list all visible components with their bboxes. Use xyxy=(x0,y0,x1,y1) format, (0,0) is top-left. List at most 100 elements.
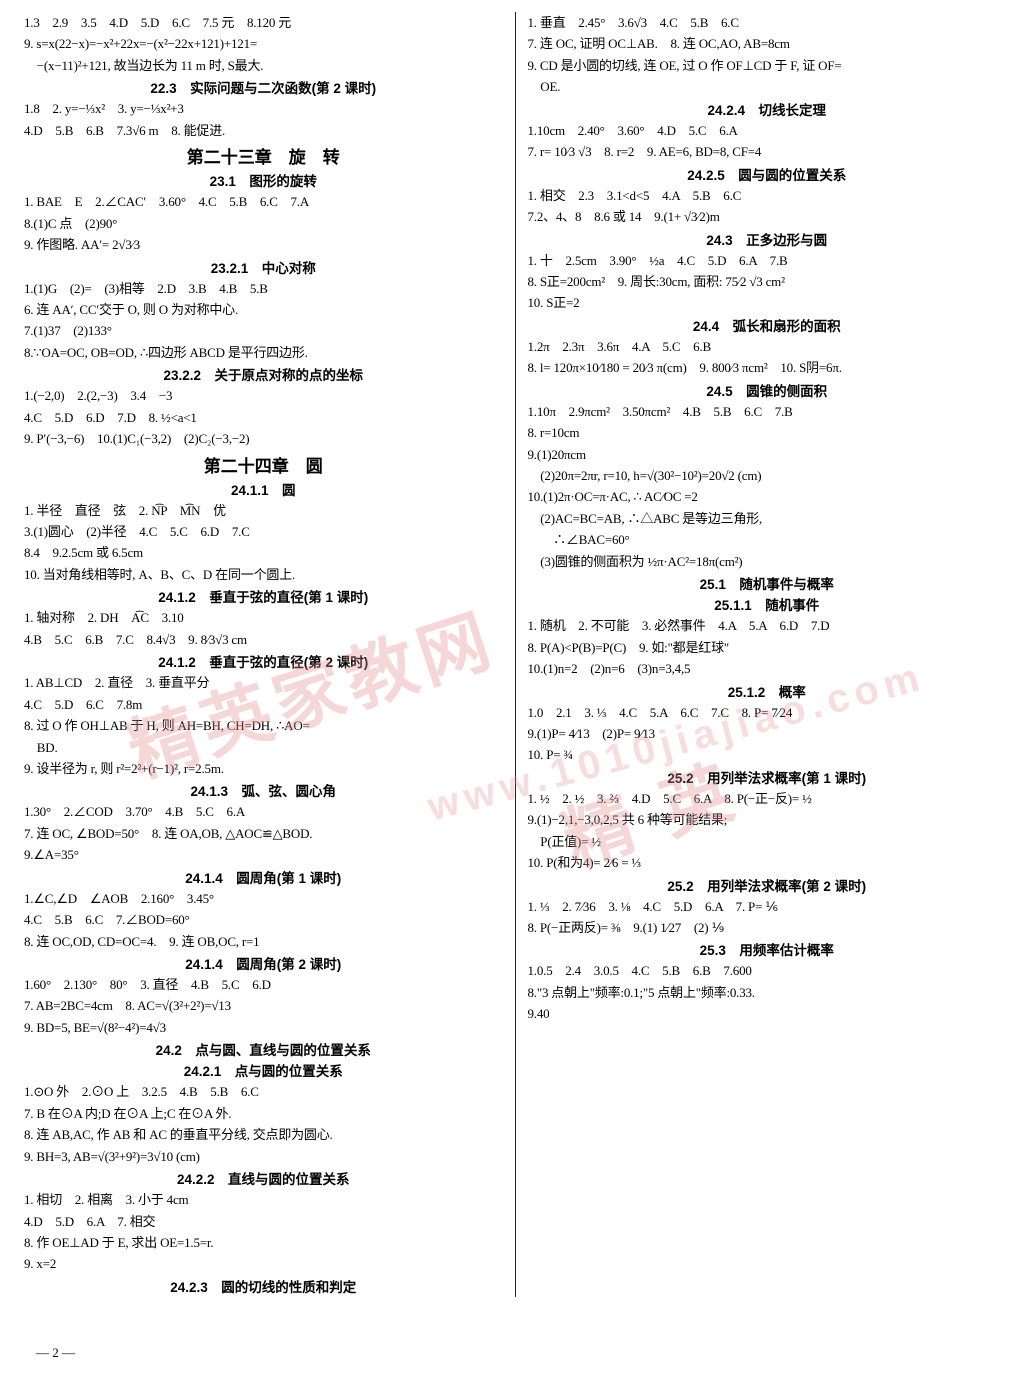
answer-line: 1.60° 2.130° 80° 3. 直径 4.B 5.C 6.D xyxy=(24,974,503,995)
answer-line: 1.⊙O 外 2.⊙O 上 3.2.5 4.B 5.B 6.C xyxy=(24,1081,503,1102)
answer-line: 1. ⅓ 2. 7⁄36 3. ⅛ 4.C 5.D 6.A 7. P= ⅙ xyxy=(528,896,1007,917)
answer-line: 1.0.5 2.4 3.0.5 4.C 5.B 6.B 7.600 xyxy=(528,960,1007,981)
section-heading: 23.2.1 中心对称 xyxy=(24,257,503,277)
section-heading: 24.1.4 圆周角(第 2 课时) xyxy=(24,953,503,973)
answer-line: 1.10π 2.9πcm² 3.50πcm² 4.B 5.B 6.C 7.B xyxy=(528,401,1007,422)
answer-line: 7.2、4、8 8.6 或 14 9.(1+ √3⁄2)m xyxy=(528,206,1007,227)
answer-line: 8.(1)C 点 (2)90° xyxy=(24,213,503,234)
chapter-heading: 第二十四章 圆 xyxy=(24,452,503,477)
answer-line: 1. 随机 2. 不可能 3. 必然事件 4.A 5.A 6.D 7.D xyxy=(528,615,1007,636)
answer-line: 9. 作图略. AA′= 2√3⁄3 xyxy=(24,234,503,255)
answer-line: OE. xyxy=(528,76,1007,97)
section-heading: 25.2 用列举法求概率(第 2 课时) xyxy=(528,875,1007,895)
answer-line: 8. 作 OE⊥AD 于 E, 求出 OE=1.5=r. xyxy=(24,1232,503,1253)
answer-line: 1. 相交 2.3 3.1<d<5 4.A 5.B 6.C xyxy=(528,185,1007,206)
answer-line: 9. x=2 xyxy=(24,1253,503,1274)
answer-line: 1.8 2. y=−⅓x² 3. y=−⅓x²+3 xyxy=(24,98,503,119)
answer-line: 1.(−2,0) 2.(2,−3) 3.4 −3 xyxy=(24,385,503,406)
right-column: 1. 垂直 2.45° 3.6√3 4.C 5.B 6.C7. 连 OC, 证明… xyxy=(528,12,1007,1297)
answer-line: 7. 连 OC, 证明 OC⊥AB. 8. 连 OC,AO, AB=8cm xyxy=(528,33,1007,54)
answer-line: 9.40 xyxy=(528,1003,1007,1024)
answer-line: 1. 半径 直径 弦 2. N͡P M͡N 优 xyxy=(24,500,503,521)
answer-line: (2)AC=BC=AB, ∴△ABC 是等边三角形, xyxy=(528,508,1007,529)
section-heading: 24.1.4 圆周角(第 1 课时) xyxy=(24,867,503,887)
answer-line: 1.2π 2.3π 3.6π 4.A 5.C 6.B xyxy=(528,336,1007,357)
section-heading: 25.1.1 随机事件 xyxy=(528,594,1007,614)
answer-line: 7.(1)37 (2)133° xyxy=(24,320,503,341)
answer-line: 8. P(−正两反)= ⅜ 9.(1) 1⁄27 (2) ⅑ xyxy=(528,917,1007,938)
answer-line: BD. xyxy=(24,737,503,758)
answer-line: 8. 连 OC,OD, CD=OC=4. 9. 连 OB,OC, r=1 xyxy=(24,931,503,952)
answer-line: 8. P(A)<P(B)=P(C) 9. 如:"都是红球" xyxy=(528,637,1007,658)
answer-line: ∴∠BAC=60° xyxy=(528,529,1007,550)
answer-line: 9. BH=3, AB=√(3²+9²)=3√10 (cm) xyxy=(24,1146,503,1167)
answer-line: 7. B 在⊙A 内;D 在⊙A 上;C 在⊙A 外. xyxy=(24,1103,503,1124)
chapter-heading: 第二十三章 旋 转 xyxy=(24,143,503,168)
answer-line: 8.∵OA=OC, OB=OD, ∴四边形 ABCD 是平行四边形. xyxy=(24,342,503,363)
answer-line: 4.C 5.B 6.C 7.∠BOD=60° xyxy=(24,909,503,930)
section-heading: 24.5 圆锥的侧面积 xyxy=(528,380,1007,400)
section-heading: 23.2.2 关于原点对称的点的坐标 xyxy=(24,364,503,384)
answer-line: 8. S正=200cm² 9. 周长:30cm, 面积: 75⁄2 √3 cm² xyxy=(528,271,1007,292)
answer-line: 1.3 2.9 3.5 4.D 5.D 6.C 7.5 元 8.120 元 xyxy=(24,12,503,33)
section-heading: 24.1.3 弧、弦、圆心角 xyxy=(24,780,503,800)
answer-line: 9.∠A=35° xyxy=(24,844,503,865)
answer-line: 7. r= 10⁄3 √3 8. r=2 9. AE=6, BD=8, CF=4 xyxy=(528,141,1007,162)
answer-line: 9. BD=5, BE=√(8²−4²)=4√3 xyxy=(24,1017,503,1038)
section-heading: 24.1.2 垂直于弦的直径(第 1 课时) xyxy=(24,586,503,606)
answer-line: (3)圆锥的侧面积为 ½π·AC²=18π(cm²) xyxy=(528,551,1007,572)
left-column: 1.3 2.9 3.5 4.D 5.D 6.C 7.5 元 8.120 元9. … xyxy=(24,12,503,1297)
answer-line: 1. 轴对称 2. DH A͡C 3.10 xyxy=(24,607,503,628)
answer-line: 10.(1)2π·OC=π·AC, ∴ AC⁄OC =2 xyxy=(528,486,1007,507)
answer-line: 1.10cm 2.40° 3.60° 4.D 5.C 6.A xyxy=(528,120,1007,141)
answer-line: 1.∠C,∠D ∠AOB 2.160° 3.45° xyxy=(24,888,503,909)
answer-line: 9. 设半径为 r, 则 r²=2²+(r−1)², r=2.5m. xyxy=(24,758,503,779)
section-heading: 24.4 弧长和扇形的面积 xyxy=(528,315,1007,335)
answer-line: 4.D 5.B 6.B 7.3√6 m 8. 能促进. xyxy=(24,120,503,141)
answer-line: (2)20π=2πr, r=10, h=√(30²−10²)=20√2 (cm) xyxy=(528,465,1007,486)
section-heading: 24.2.3 圆的切线的性质和判定 xyxy=(24,1276,503,1296)
answer-line: 9. CD 是小圆的切线, 连 OE, 过 O 作 OF⊥CD 于 F, 证 O… xyxy=(528,55,1007,76)
answer-line: 4.D 5.D 6.A 7. 相交 xyxy=(24,1211,503,1232)
section-heading: 24.1.1 圆 xyxy=(24,479,503,499)
answer-line: 9.(1)−2,1,−3,0,2,5 共 6 种等可能结果; xyxy=(528,809,1007,830)
section-heading: 24.3 正多边形与圆 xyxy=(528,229,1007,249)
answer-line: 10. S正=2 xyxy=(528,292,1007,313)
answer-line: 1. AB⊥CD 2. 直径 3. 垂直平分 xyxy=(24,672,503,693)
answer-line: 4.B 5.C 6.B 7.C 8.4√3 9. 8⁄3√3 cm xyxy=(24,629,503,650)
section-heading: 25.3 用频率估计概率 xyxy=(528,939,1007,959)
answer-line: 1.(1)G (2)= (3)相等 2.D 3.B 4.B 5.B xyxy=(24,278,503,299)
section-heading: 24.2.4 切线长定理 xyxy=(528,99,1007,119)
answer-line: 9. P′(−3,−6) 10.(1)C₁(−3,2) (2)C₂(−3,−2) xyxy=(24,428,503,449)
section-heading: 24.2.2 直线与圆的位置关系 xyxy=(24,1168,503,1188)
section-heading: 24.2.1 点与圆的位置关系 xyxy=(24,1060,503,1080)
section-heading: 24.1.2 垂直于弦的直径(第 2 课时) xyxy=(24,651,503,671)
answer-line: 1. 垂直 2.45° 3.6√3 4.C 5.B 6.C xyxy=(528,12,1007,33)
answer-line: 1. ½ 2. ½ 3. ⅔ 4.D 5.C 6.A 8. P(−正−反)= ½ xyxy=(528,788,1007,809)
answer-line: 9. s=x(22−x)=−x²+22x=−(x²−22x+121)+121= xyxy=(24,33,503,54)
answer-line: 7. 连 OC, ∠BOD=50° 8. 连 OA,OB, △AOC≌△BOD. xyxy=(24,823,503,844)
answer-line: 1.30° 2.∠COD 3.70° 4.B 5.C 6.A xyxy=(24,801,503,822)
section-heading: 25.1.2 概率 xyxy=(528,681,1007,701)
answer-line: 9.(1)20πcm xyxy=(528,444,1007,465)
answer-line: 3.(1)圆心 (2)半径 4.C 5.C 6.D 7.C xyxy=(24,521,503,542)
section-heading: 25.2 用列举法求概率(第 1 课时) xyxy=(528,767,1007,787)
column-divider xyxy=(515,12,516,1297)
answer-line: 8.4 9.2.5cm 或 6.5cm xyxy=(24,542,503,563)
section-heading: 25.1 随机事件与概率 xyxy=(528,573,1007,593)
page-number: — 2 — xyxy=(36,1345,75,1361)
answer-line: P(正值)= ½ xyxy=(528,831,1007,852)
answer-line: 9.(1)P= 4⁄13 (2)P= 9⁄13 xyxy=(528,723,1007,744)
answer-line: 8. 过 O 作 OH⊥AB 于 H, 则 AH=BH, CH=DH, ∴AO= xyxy=(24,715,503,736)
answer-line: 8. 连 AB,AC, 作 AB 和 AC 的垂直平分线, 交点即为圆心. xyxy=(24,1124,503,1145)
section-heading: 24.2.5 圆与圆的位置关系 xyxy=(528,164,1007,184)
section-heading: 22.3 实际问题与二次函数(第 2 课时) xyxy=(24,77,503,97)
answer-line: 1. 十 2.5cm 3.90° ½a 4.C 5.D 6.A 7.B xyxy=(528,250,1007,271)
answer-line: 10. P(和为4)= 2⁄6 = ⅓ xyxy=(528,852,1007,873)
answer-line: 4.C 5.D 6.C 7.8m xyxy=(24,694,503,715)
answer-line: 8."3 点朝上"频率:0.1;"5 点朝上"频率:0.33. xyxy=(528,982,1007,1003)
answer-line: 10. P= ¾ xyxy=(528,744,1007,765)
answer-line: 1.0 2.1 3. ⅓ 4.C 5.A 6.C 7.C 8. P= 7⁄24 xyxy=(528,702,1007,723)
answer-line: 8. l= 120π×10⁄180 = 20⁄3 π(cm) 9. 800⁄3 … xyxy=(528,357,1007,378)
answer-line: −(x−11)²+121, 故当边长为 11 m 时, S最大. xyxy=(24,55,503,76)
